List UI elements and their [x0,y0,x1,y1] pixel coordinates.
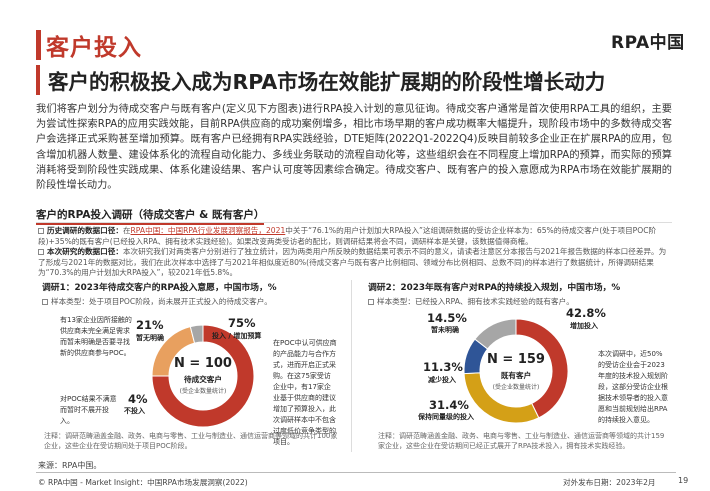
panel2-label-decrease: 减少投入 [428,376,456,384]
source-note: 来源：RPA中国。 [38,461,102,470]
history-note: 历史调研的数据口径：在RPA中国：中国RPA行业发展洞察报告，2021中关于“7… [38,226,670,247]
donut-chart-2 [463,318,569,424]
logo-text: RPA中国 [611,32,685,53]
page-number: 19 [678,476,689,485]
donut1-slice-invest [151,324,255,428]
panel2-label-unclear: 暂未明确 [431,326,459,334]
panel1-pct-invest: 75% [228,316,256,330]
panel1-center-sub: (受企业数量统计) [179,388,227,395]
panel1-pct-no-invest: 4% [128,392,148,406]
panel2-pct-increase: 42.8% [566,306,606,320]
panel1-footnote: 注释：调研范畴涵盖金融、政务、电商与零售、工业与制造业、通信运营商等领域的共计1… [44,432,338,450]
current-text: 本次研究我们对两类客户分别进行了独立统计，因为两类用户所反映的数据结果可表示不同… [38,247,667,277]
survey-panel-1: 调研1：2023年待成交客户的RPA投入意愿，中国市场，% 样本类型：处于项目P… [42,280,362,428]
history-text: 中关于“76.1%的用户计划加大RPA投入”这组调研数据的受访企业样本为：65%… [38,226,657,246]
panel1-title: 调研1：2023年待成交客户的RPA投入意愿，中国市场，% [42,283,277,293]
panel-divider [351,280,352,452]
panel2-center-sub: (受企业数量统计) [492,384,540,391]
current-label: 本次研究的数据口径： [47,247,123,256]
page-headline: 客户的积极投入成为RPA市场在效能扩展期的阶段性增长动力 [36,65,676,95]
panel2-title: 调研2：2023年既有客户对RPA的持续投入规划，中国市场，% [368,283,621,293]
panel1-label-unclear: 暂无明确 [136,334,164,342]
panel2-sub-text: 样本类型：已经投入RPA、拥有技术实践经验的既有客户。 [377,297,574,306]
footer-release-date: 对外发布日期：2023年2月 [563,478,656,487]
section-title: 客户投入 [46,35,142,61]
panel2-footnote: 注释：调研范畴涵盖金融、政务、电商与零售、工业与制造业、通信运营商等领域的共计1… [378,432,665,450]
donut2-slice-unclear [474,318,517,350]
panel1-center-label: 待成交客户 [184,375,222,384]
intro-paragraph: 我们将客户划分为待成交客户与既有客户(定义见下方图表)进行RPA投入计划的意见征… [36,104,672,192]
research-title: 客户的RPA投入调研（待成交客户 & 既有客户） [36,207,265,225]
panel2-center-label: 既有客户 [500,371,532,380]
panel1-subtitle: 样本类型：处于项目POC阶段，尚未展开正式投入的待成交客户。 [42,296,362,307]
history-label: 历史调研的数据口径： [47,226,123,235]
panel2-center-n: N = 159 [487,352,545,367]
survey-panel-2: 调研2：2023年既有客户对RPA的持续投入规划，中国市场，% 样本类型：已经投… [368,280,688,428]
panel2-right-note: 本次调研中，近50%的受访企业会于2023年度的技术投入规划阶段，这部分受访企业… [598,350,668,424]
section-accent-bar [36,30,41,60]
footer-divider [36,472,676,473]
panel1-sub-text: 样本类型：处于项目POC阶段，尚未展开正式投入的待成交客户。 [51,297,272,306]
checkbox-icon [368,299,374,305]
panel1-left-note-bottom: 对POC结果不满意而暂时不展开投入。 [60,395,117,425]
donut1-slice-no-invest [189,324,204,344]
panel1-label-invest: 投入 / 增加预算 [212,332,262,340]
panel1-pct-unclear: 21% [136,318,164,332]
panel2-pct-maintain: 31.4% [429,398,469,412]
checkbox-icon [38,228,44,234]
history-pre: 在 [122,226,131,235]
panel2-pct-unclear: 14.5% [427,311,467,325]
checkbox-icon [38,249,44,255]
research-divider [36,222,672,223]
rpa-china-logo: RPA中国 [611,30,685,53]
panel2-subtitle: 样本类型：已经投入RPA、拥有技术实践经验的既有客户。 [368,296,688,307]
current-note: 本次研究的数据口径：本次研究我们对两类客户分别进行了独立统计，因为两类用户所反映… [38,247,670,279]
panel1-right-note: 在POC中认可供应商的产品能力与合作方式，进而开启正式采购。在这75家受访企业中… [273,339,337,446]
panel1-center-n: N = 100 [174,356,232,371]
panel1-label-no-invest: 不投入 [124,407,145,415]
checkbox-icon [42,299,48,305]
panel1-left-note-top: 有13家企业因所接触的供应商未完全满足需求而暂未明确是否要寻找新的供应商参与PO… [60,316,132,357]
footer-copyright: © RPA中国 - Market Insight：中国RPA市场发展洞察(202… [38,478,248,487]
panel2-label-increase: 增加投入 [570,322,598,330]
panel2-pct-decrease: 11.3% [423,360,463,374]
panel2-label-maintain: 保持同量级的投入 [418,413,474,421]
history-report-link[interactable]: RPA中国：中国RPA行业发展洞察报告，2021 [130,226,286,235]
donut-chart-1 [151,324,255,428]
